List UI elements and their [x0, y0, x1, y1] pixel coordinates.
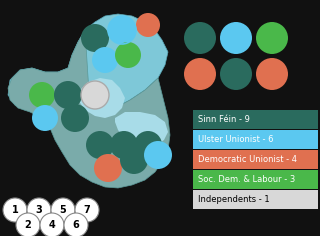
Circle shape [256, 22, 288, 54]
FancyBboxPatch shape [193, 190, 318, 209]
Circle shape [136, 13, 160, 37]
Circle shape [40, 213, 64, 236]
Circle shape [3, 198, 27, 222]
Circle shape [184, 58, 216, 90]
Circle shape [184, 22, 216, 54]
Circle shape [64, 213, 88, 236]
Text: 6: 6 [73, 220, 79, 230]
Circle shape [108, 16, 136, 44]
FancyBboxPatch shape [193, 170, 318, 189]
Circle shape [256, 58, 288, 90]
Text: 7: 7 [84, 205, 90, 215]
Circle shape [134, 131, 162, 159]
Circle shape [75, 198, 99, 222]
Circle shape [54, 81, 82, 109]
Text: Soc. Dem. & Labour - 3: Soc. Dem. & Labour - 3 [198, 175, 295, 184]
Circle shape [61, 104, 89, 132]
Text: 3: 3 [36, 205, 42, 215]
Circle shape [220, 58, 252, 90]
Circle shape [29, 82, 55, 108]
Text: Ulster Unionist - 6: Ulster Unionist - 6 [198, 135, 274, 144]
Text: 5: 5 [60, 205, 66, 215]
Circle shape [115, 42, 141, 68]
Circle shape [51, 198, 75, 222]
Text: Sinn Féin - 9: Sinn Féin - 9 [198, 115, 250, 124]
Circle shape [110, 131, 138, 159]
Circle shape [86, 131, 114, 159]
Circle shape [81, 81, 109, 109]
FancyBboxPatch shape [193, 110, 318, 129]
FancyBboxPatch shape [193, 150, 318, 169]
Text: 2: 2 [25, 220, 31, 230]
Circle shape [32, 105, 58, 131]
Text: Independents - 1: Independents - 1 [198, 195, 270, 204]
Circle shape [81, 24, 109, 52]
Polygon shape [115, 112, 168, 148]
Circle shape [94, 154, 122, 182]
Circle shape [92, 47, 118, 73]
Circle shape [120, 146, 148, 174]
Text: 1: 1 [12, 205, 18, 215]
Text: Democratic Unionist - 4: Democratic Unionist - 4 [198, 155, 297, 164]
Circle shape [144, 141, 172, 169]
FancyBboxPatch shape [193, 130, 318, 149]
Circle shape [220, 22, 252, 54]
Polygon shape [8, 30, 170, 188]
Polygon shape [78, 78, 125, 118]
Text: 4: 4 [49, 220, 55, 230]
Circle shape [16, 213, 40, 236]
Circle shape [27, 198, 51, 222]
Polygon shape [8, 14, 168, 112]
